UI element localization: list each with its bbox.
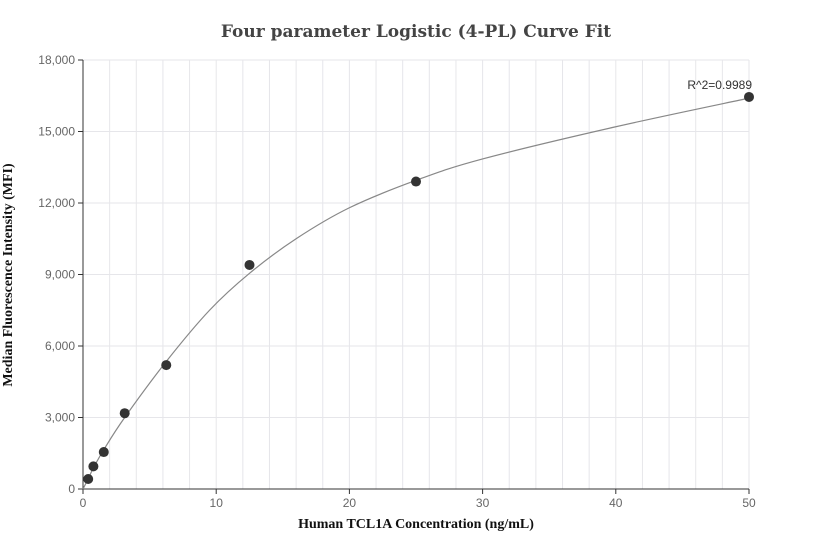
y-axis-label: Median Fluorescence Intensity (MFI) <box>1 163 16 387</box>
y-tick-label: 3,000 <box>45 411 75 425</box>
axes <box>78 59 750 494</box>
tick-labels: 0 3,000 6,000 9,000 12,000 15,000 18,000 0 10 20 3… <box>38 53 756 510</box>
x-tick-label: 20 <box>343 496 357 510</box>
annotations: R^2=0.9989 <box>687 78 752 92</box>
grid-lines <box>82 59 750 489</box>
r-squared-annotation: R^2=0.9989 <box>687 78 752 92</box>
x-tick-label: 50 <box>742 496 756 510</box>
data-point <box>244 259 255 270</box>
data-point <box>411 176 421 187</box>
data-point <box>88 461 99 472</box>
y-tick-label: 15,000 <box>38 125 75 139</box>
fit-curve-group <box>82 97 750 490</box>
x-tick-label: 0 <box>80 496 87 510</box>
y-tick-label: 6,000 <box>45 339 75 353</box>
data-point <box>744 91 754 102</box>
data-point <box>161 360 172 371</box>
data-points <box>83 91 754 484</box>
data-point <box>83 473 94 484</box>
data-point <box>98 447 109 458</box>
chart-title: Four parameter Logistic (4-PL) Curve Fit <box>220 22 612 42</box>
y-tick-label: 18,000 <box>38 53 75 67</box>
data-point <box>119 408 130 419</box>
y-tick-label: 12,000 <box>38 196 75 210</box>
y-tick-label: 9,000 <box>45 268 75 282</box>
x-axis-label: Human TCL1A Concentration (ng/mL) <box>298 517 534 532</box>
x-tick-label: 10 <box>210 496 224 510</box>
x-tick-label: 30 <box>476 496 490 510</box>
y-tick-label: 0 <box>68 482 75 496</box>
fit-curve-line <box>82 97 750 490</box>
x-tick-label: 40 <box>609 496 623 510</box>
